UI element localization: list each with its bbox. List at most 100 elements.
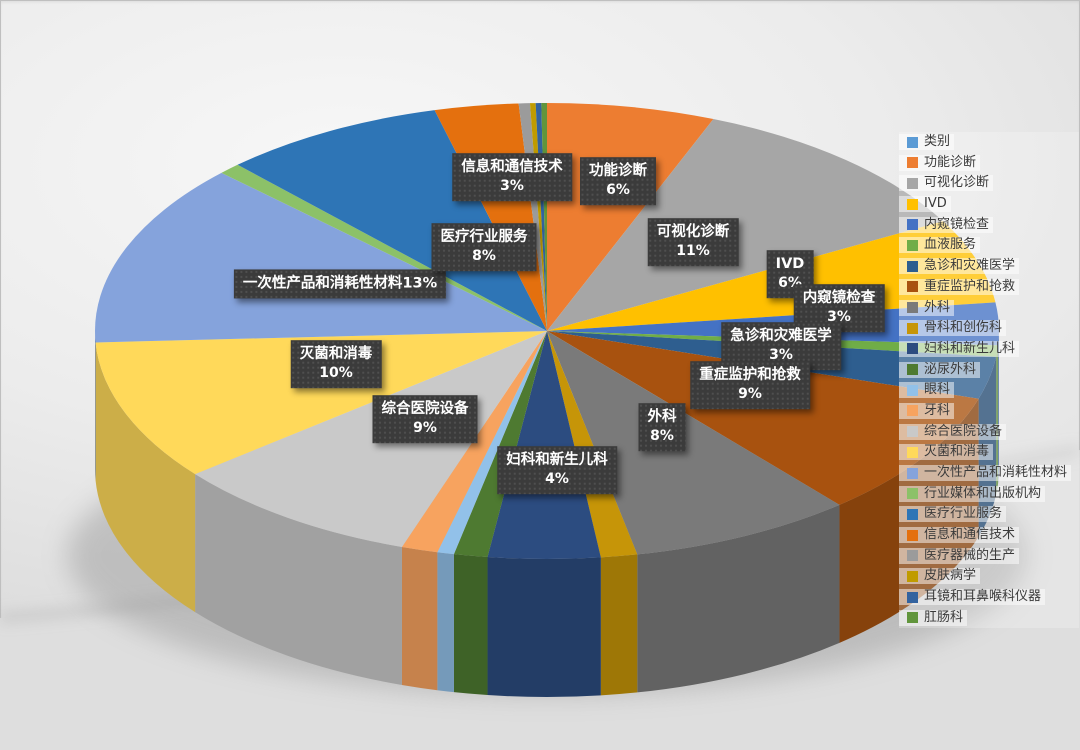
legend-label: 重症监护和抢救 xyxy=(924,278,1016,294)
legend-item[interactable]: 肛肠科 xyxy=(899,609,968,626)
pie-slice-top[interactable] xyxy=(547,331,840,555)
pie-slice-top[interactable] xyxy=(547,331,979,505)
legend-item[interactable]: 医疗器械的生产 xyxy=(899,547,1020,564)
legend-label: 类别 xyxy=(924,134,951,149)
pie-slice-top[interactable] xyxy=(437,331,547,555)
legend-label: 信息和通信技术 xyxy=(924,527,1016,543)
legend-item[interactable]: 医疗行业服务 xyxy=(899,506,1007,523)
data-label[interactable]: 妇科和新生儿科 4% xyxy=(497,446,617,494)
data-label-name: 功能诊断 xyxy=(589,163,647,180)
legend-item[interactable]: 血液服务 xyxy=(899,237,981,254)
data-label[interactable]: 功能诊断 6% xyxy=(580,157,656,205)
legend-item[interactable]: 灭菌和消毒 xyxy=(899,444,994,461)
legend-label: 血液服务 xyxy=(924,237,977,253)
pie-slice-top[interactable] xyxy=(487,331,601,560)
legend-swatch-icon xyxy=(907,364,918,376)
legend-label: 肛肠科 xyxy=(924,609,964,625)
data-label[interactable]: 外科 8% xyxy=(638,403,686,451)
data-label-value: 3% xyxy=(827,309,851,326)
pie-slice-top[interactable] xyxy=(547,331,638,558)
data-label[interactable]: 可视化诊断 11% xyxy=(647,218,739,266)
legend-item[interactable]: 泌尿外科 xyxy=(899,361,981,378)
data-label-value: 10% xyxy=(319,365,353,382)
pie-slice-top[interactable] xyxy=(94,172,548,343)
data-label-value: 3% xyxy=(500,178,524,195)
legend-item[interactable]: 行业媒体和出版机构 xyxy=(899,485,1046,502)
legend-item[interactable]: 牙科 xyxy=(899,402,955,419)
data-label-name: 信息和通信技术 xyxy=(461,159,563,176)
legend-swatch-icon xyxy=(907,219,918,231)
legend-item[interactable]: 急诊和灾难医学 xyxy=(899,258,1020,275)
pie-slice-wall-16 xyxy=(95,331,96,481)
legend-item[interactable]: 内窥镜检查 xyxy=(899,216,994,233)
legend-swatch-icon xyxy=(907,302,918,313)
legend-item[interactable]: 耳镜和耳鼻喉科仪器 xyxy=(899,589,1046,606)
legend-label: 急诊和灾难医学 xyxy=(924,258,1016,274)
data-label-name: 妇科和新生儿科 xyxy=(506,452,608,469)
data-label-value: 11% xyxy=(676,243,710,260)
legend-item[interactable]: 重症监护和抢救 xyxy=(899,278,1020,295)
legend-swatch-icon xyxy=(907,384,918,396)
chart-legend: 类别功能诊断可视化诊断 IVD 内窥镜检查血液服务急诊和灾难医学 重症监护和抢救 外科骨… xyxy=(899,132,1079,628)
pie-walls xyxy=(95,331,999,698)
data-label[interactable]: 一次性产品和消耗性材料13% xyxy=(233,269,447,299)
legend-item[interactable]: 皮肤病学 xyxy=(899,568,981,585)
legend-item[interactable]: 类别 xyxy=(899,134,955,150)
legend-label: 外科 xyxy=(924,299,951,315)
legend-label: 综合医院设备 xyxy=(924,423,1003,439)
legend-label: 泌尿外科 xyxy=(924,361,977,377)
legend-swatch-icon xyxy=(907,239,918,251)
pie-slice-top[interactable] xyxy=(95,331,547,475)
legend-item[interactable]: 可视化诊断 xyxy=(899,175,994,192)
pie-slice-top[interactable] xyxy=(547,119,944,331)
data-label[interactable]: 重症监护和抢救 9% xyxy=(690,361,810,409)
legend-item[interactable]: 一次性产品和消耗性材料 xyxy=(899,465,1072,481)
data-label-value: 6% xyxy=(606,182,630,199)
pie-slice-wall-10 xyxy=(487,557,601,698)
pie-slice-wall-11 xyxy=(453,554,488,696)
legend-swatch-icon xyxy=(907,343,918,355)
pie-slice-wall-9 xyxy=(600,554,638,696)
legend-label: 功能诊断 xyxy=(924,154,977,170)
legend-label: IVD xyxy=(924,196,947,212)
pie-slice-top[interactable] xyxy=(195,331,547,547)
legend-swatch-icon xyxy=(907,488,918,500)
legend-swatch-icon xyxy=(907,446,918,458)
legend-item[interactable]: 综合医院设备 xyxy=(899,423,1007,440)
legend-swatch-icon xyxy=(907,281,918,293)
legend-swatch-icon xyxy=(907,570,918,582)
legend-swatch-icon xyxy=(907,136,918,148)
data-label[interactable]: 信息和通信技术 3% xyxy=(452,153,572,201)
pie-slice-wall-14 xyxy=(195,474,402,685)
legend-swatch-icon xyxy=(907,157,918,169)
legend-label: 可视化诊断 xyxy=(924,175,990,191)
legend-label: 眼科 xyxy=(924,382,951,398)
pie-slice-top[interactable] xyxy=(453,331,547,558)
data-label[interactable]: 综合医院设备 9% xyxy=(372,395,478,443)
legend-swatch-icon xyxy=(907,198,918,210)
legend-item[interactable]: 功能诊断 xyxy=(899,154,981,171)
data-label[interactable]: 灭菌和消毒 10% xyxy=(290,340,382,388)
legend-item[interactable]: 眼科 xyxy=(899,382,955,399)
legend-swatch-icon xyxy=(907,260,918,272)
legend-label: 骨科和创伤科 xyxy=(924,320,1003,336)
data-label-value: 4% xyxy=(545,471,569,488)
legend-item[interactable]: IVD xyxy=(899,196,951,213)
pie-slice-top[interactable] xyxy=(221,164,548,331)
pie-slice-wall-13 xyxy=(401,546,438,691)
legend-swatch-icon xyxy=(907,177,918,189)
legend-item[interactable]: 妇科和新生儿科 xyxy=(899,340,1020,357)
data-label-value: 9% xyxy=(413,420,437,437)
legend-item[interactable]: 骨科和创伤科 xyxy=(899,320,1007,337)
legend-swatch-icon xyxy=(907,591,918,603)
pie-slice-top[interactable] xyxy=(237,110,547,331)
pie-slice-wall-5 xyxy=(996,345,999,495)
data-label-name: IVD xyxy=(775,256,805,273)
data-label-name: 医疗行业服务 xyxy=(440,229,528,246)
legend-item[interactable]: 外科 xyxy=(899,299,955,316)
pie-slice-wall-12 xyxy=(437,552,454,693)
data-label[interactable]: 医疗行业服务 8% xyxy=(431,223,537,271)
legend-label: 牙科 xyxy=(924,402,951,418)
legend-item[interactable]: 信息和通信技术 xyxy=(899,527,1020,544)
